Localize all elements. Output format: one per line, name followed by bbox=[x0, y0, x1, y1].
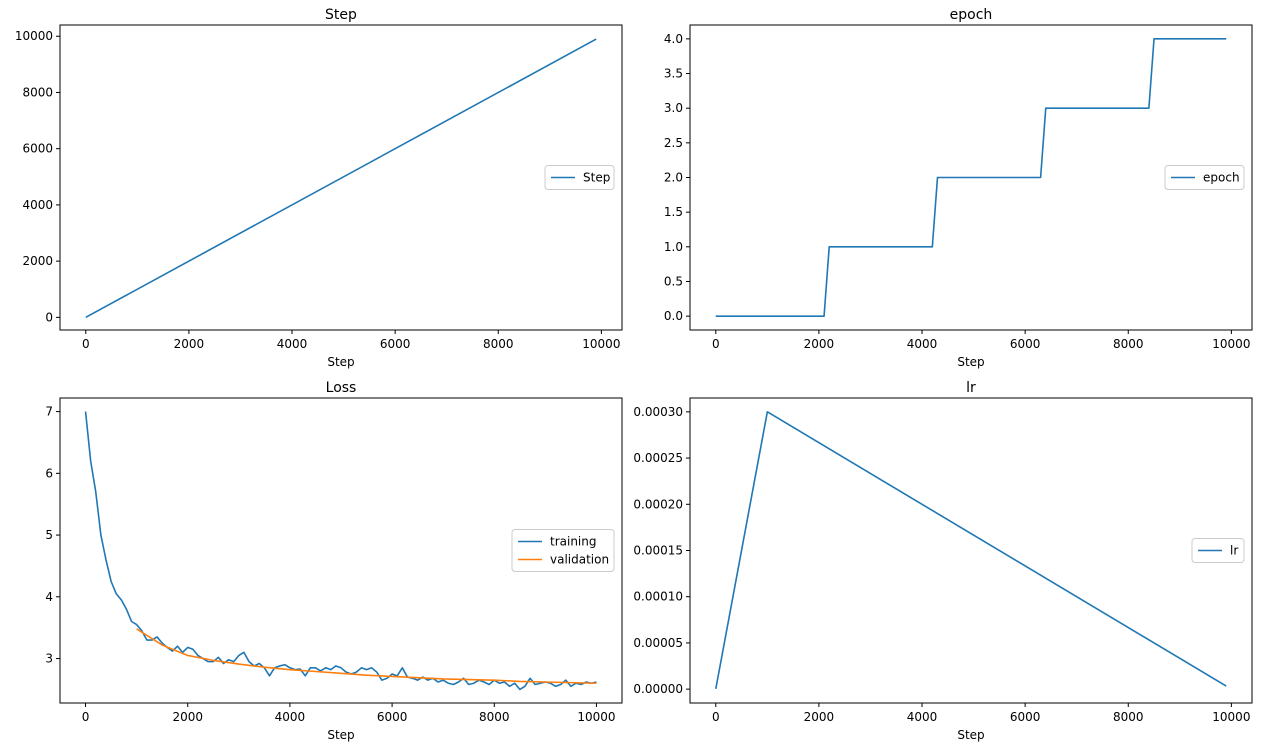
y-tick-label: 2000 bbox=[22, 254, 53, 268]
x-tick-label: 4000 bbox=[907, 337, 938, 351]
y-tick-label: 5 bbox=[45, 528, 53, 542]
y-tick-label: 3.5 bbox=[664, 67, 683, 81]
y-tick-label: 0.00025 bbox=[633, 451, 683, 465]
y-tick-label: 6000 bbox=[22, 142, 53, 156]
x-axis-label: Step bbox=[327, 728, 354, 742]
x-tick-label: 4000 bbox=[277, 337, 308, 351]
x-tick-label: 10000 bbox=[1212, 337, 1250, 351]
x-tick-label: 6000 bbox=[1010, 710, 1041, 724]
x-tick-label: 6000 bbox=[377, 710, 408, 724]
x-tick-label: 8000 bbox=[483, 337, 514, 351]
y-tick-label: 3 bbox=[45, 652, 53, 666]
x-tick-label: 2000 bbox=[174, 337, 205, 351]
x-tick-label: 6000 bbox=[380, 337, 411, 351]
legend bbox=[511, 529, 615, 572]
x-axis-label: Step bbox=[957, 355, 984, 369]
x-tick-label: 2000 bbox=[804, 337, 835, 351]
axes-frame bbox=[59, 24, 623, 331]
x-tick-label: 8000 bbox=[1113, 710, 1144, 724]
y-tick-label: 0.00005 bbox=[633, 636, 683, 650]
legend bbox=[1164, 165, 1245, 190]
x-tick-label: 0 bbox=[82, 337, 90, 351]
x-tick-label: 0 bbox=[712, 337, 720, 351]
y-tick-label: 0.0 bbox=[664, 309, 683, 323]
y-tick-label: 4.0 bbox=[664, 32, 683, 46]
x-tick-label: 8000 bbox=[1113, 337, 1144, 351]
y-tick-label: 0.00030 bbox=[633, 405, 683, 419]
series-line-training bbox=[84, 411, 597, 691]
y-tick-label: 4000 bbox=[22, 198, 53, 212]
y-tick-label: 0.00000 bbox=[633, 682, 683, 696]
x-tick-label: 2000 bbox=[172, 710, 203, 724]
chart-lr: lr 0 2000 4000 6000 8000 10000 0.00000 0.00005 0… bbox=[633, 380, 1253, 742]
y-tick-label: 0 bbox=[45, 310, 53, 324]
y-tick-label: 10000 bbox=[15, 29, 53, 43]
x-tick-label: 4000 bbox=[907, 710, 938, 724]
y-tick-label: 3.0 bbox=[664, 101, 683, 115]
y-tick-label: 0.00015 bbox=[633, 544, 683, 558]
y-tick-label: 7 bbox=[45, 405, 53, 419]
y-tick-label: 2.5 bbox=[664, 136, 683, 150]
x-tick-label: 10000 bbox=[582, 337, 620, 351]
y-tick-label: 0.00020 bbox=[633, 497, 683, 511]
chart-epoch: epoch 0 2000 4000 6000 8000 10000 0.0 0.5 1.0 1.5… bbox=[664, 7, 1253, 369]
x-tick-label: 2000 bbox=[804, 710, 835, 724]
x-tick-label: 6000 bbox=[1010, 337, 1041, 351]
series-line-step bbox=[85, 38, 597, 319]
x-axis-label: Step bbox=[957, 728, 984, 742]
legend-label-epoch: epoch bbox=[1203, 171, 1240, 185]
chart-title: Loss bbox=[326, 380, 357, 396]
legend-label-validation: validation bbox=[550, 553, 609, 567]
series-line-validation bbox=[136, 628, 597, 685]
chart-loss: Loss 0 2000 4000 6000 8000 10000 3 4 5 6 7 training… bbox=[45, 380, 623, 742]
legend bbox=[544, 165, 615, 190]
series-line-lr bbox=[714, 411, 1227, 690]
y-tick-label: 1.0 bbox=[664, 240, 683, 254]
axes-frame bbox=[59, 397, 623, 704]
x-tick-label: 4000 bbox=[275, 710, 306, 724]
y-tick-label: 6 bbox=[45, 466, 53, 480]
y-tick-label: 0.5 bbox=[664, 274, 683, 288]
y-tick-label: 8000 bbox=[22, 85, 53, 99]
legend-label-training: training bbox=[550, 535, 597, 549]
x-tick-label: 0 bbox=[712, 710, 720, 724]
axes-frame bbox=[689, 24, 1253, 331]
chart-step: Step 0 2000 4000 6000 8000 10000 0 2000 4000 6000… bbox=[15, 7, 623, 369]
legend-label-step: Step bbox=[583, 171, 610, 185]
x-tick-label: 10000 bbox=[1212, 710, 1250, 724]
series-line-epoch bbox=[715, 38, 1227, 317]
x-tick-label: 0 bbox=[82, 710, 90, 724]
chart-title: epoch bbox=[950, 7, 993, 23]
chart-title: Step bbox=[325, 7, 357, 23]
x-tick-label: 10000 bbox=[577, 710, 615, 724]
y-tick-label: 4 bbox=[45, 590, 53, 604]
y-tick-label: 0.00010 bbox=[633, 590, 683, 604]
x-axis-label: Step bbox=[327, 355, 354, 369]
legend-label-lr: lr bbox=[1230, 544, 1238, 558]
chart-title: lr bbox=[966, 380, 976, 396]
x-tick-label: 8000 bbox=[479, 710, 510, 724]
y-tick-label: 1.5 bbox=[664, 205, 683, 219]
axes-frame bbox=[689, 397, 1253, 704]
y-tick-label: 2.0 bbox=[664, 171, 683, 185]
